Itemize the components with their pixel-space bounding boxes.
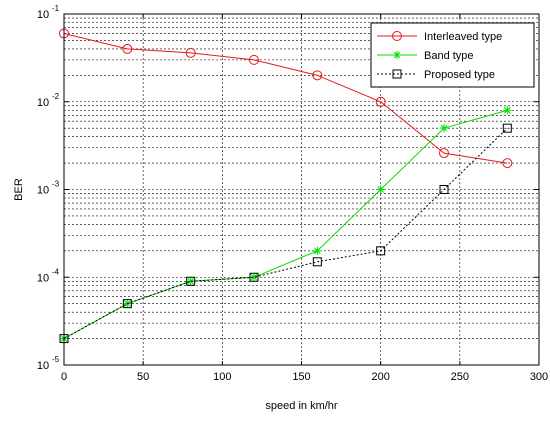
y-tick-label-exponent: -1 bbox=[52, 4, 60, 13]
y-tick-label-exponent: -4 bbox=[52, 267, 60, 276]
legend-marker bbox=[392, 50, 402, 60]
y-tick-label-base: 10 bbox=[37, 9, 49, 21]
data-point bbox=[185, 47, 196, 58]
x-axis-label: speed in km/hr bbox=[265, 400, 337, 412]
y-tick-label-exponent: -2 bbox=[52, 92, 60, 101]
data-point bbox=[249, 273, 259, 282]
y-tick-label-exponent: -5 bbox=[52, 355, 60, 364]
y-tick-label-base: 10 bbox=[37, 272, 49, 284]
data-point bbox=[249, 272, 259, 282]
x-tick-label: 50 bbox=[137, 371, 149, 383]
data-point bbox=[312, 257, 322, 267]
series-line bbox=[63, 127, 508, 340]
legend-label: Band type bbox=[424, 50, 474, 62]
y-tick-label-exponent: -3 bbox=[52, 180, 60, 189]
data-point bbox=[439, 185, 449, 194]
data-point bbox=[503, 106, 512, 115]
data-point bbox=[502, 158, 513, 169]
grid bbox=[64, 14, 539, 365]
y-tick-label-base: 10 bbox=[37, 360, 49, 372]
x-tick-label: 250 bbox=[451, 371, 469, 383]
series-layer bbox=[59, 28, 513, 344]
x-tick-label: 150 bbox=[292, 371, 310, 383]
legend-marker bbox=[392, 69, 402, 79]
y-tick-label-base: 10 bbox=[37, 185, 49, 197]
data-point bbox=[439, 123, 449, 133]
x-tick-label: 100 bbox=[213, 371, 231, 383]
data-point bbox=[439, 148, 449, 159]
x-tick-label: 300 bbox=[530, 371, 548, 383]
legend-label: Interleaved type bbox=[424, 31, 502, 43]
x-tick-label: 200 bbox=[371, 371, 389, 383]
data-point bbox=[312, 70, 323, 81]
series-line bbox=[63, 109, 508, 340]
data-point bbox=[122, 43, 133, 54]
data-point bbox=[502, 123, 512, 133]
y-tick-label-base: 10 bbox=[37, 97, 49, 109]
y-axis-label: BER bbox=[13, 178, 25, 201]
data-point bbox=[249, 54, 259, 65]
data-point bbox=[376, 246, 386, 256]
data-point bbox=[376, 185, 385, 194]
legend-marker bbox=[392, 31, 402, 41]
series-line bbox=[63, 32, 508, 164]
data-point bbox=[375, 96, 386, 107]
legend: Interleaved type Band type Proposed type bbox=[370, 22, 535, 88]
data-point bbox=[186, 277, 195, 286]
x-tick-label: 0 bbox=[61, 371, 67, 383]
data-point bbox=[313, 246, 322, 256]
legend-label: Proposed type bbox=[424, 69, 495, 81]
data-point bbox=[186, 276, 196, 286]
data-point bbox=[122, 299, 132, 309]
